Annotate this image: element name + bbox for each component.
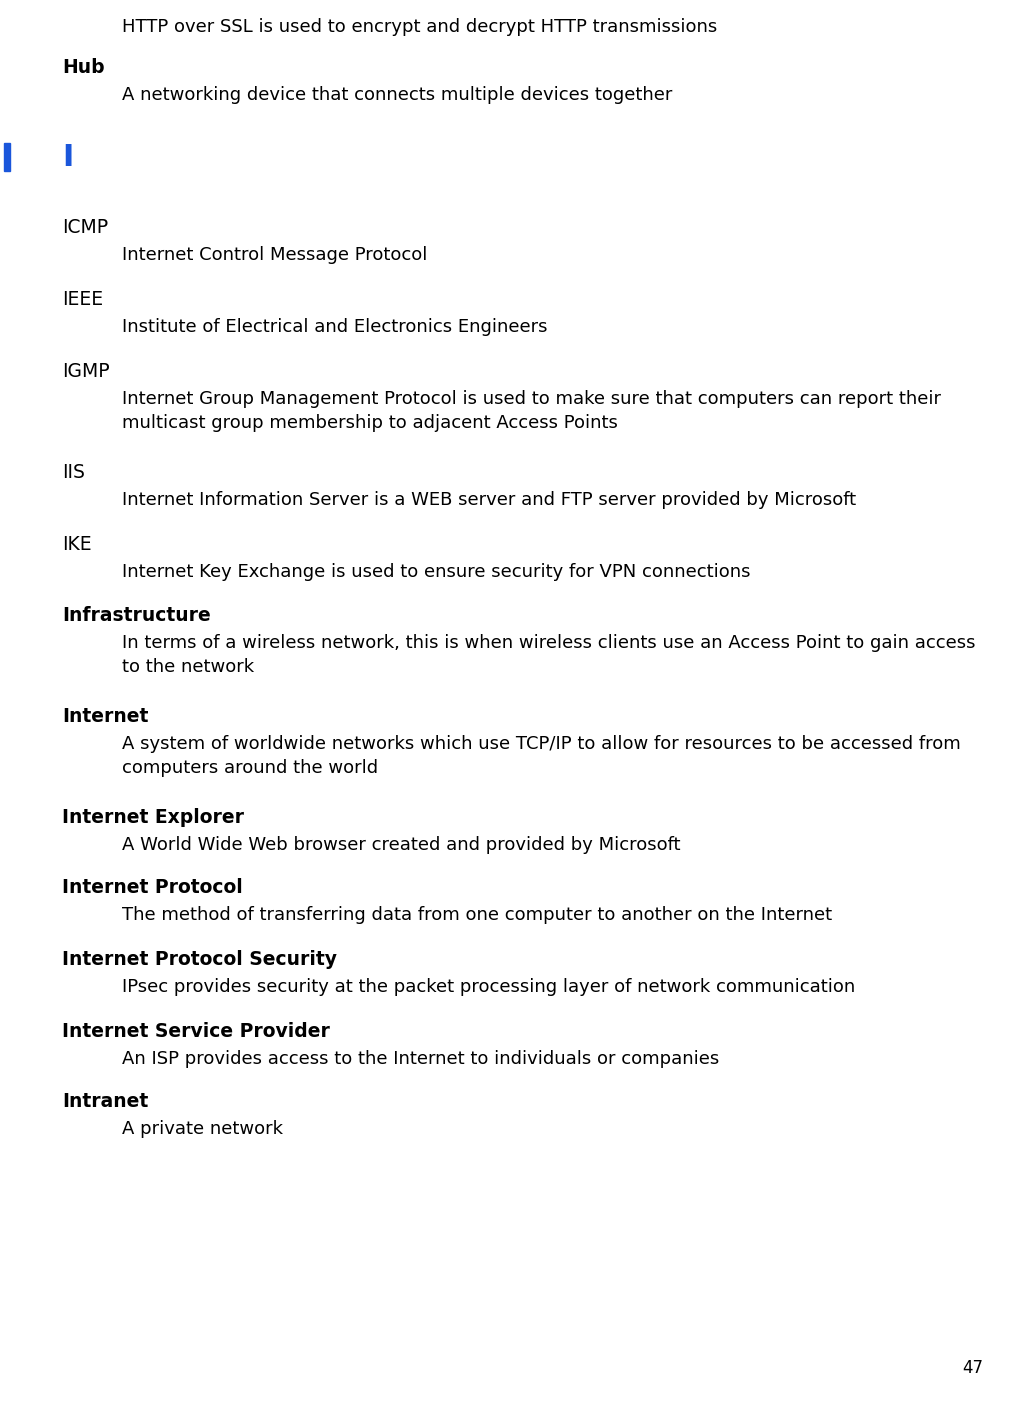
Text: The method of transferring data from one computer to another on the Internet: The method of transferring data from one… [122,906,832,924]
Text: A World Wide Web browser created and provided by Microsoft: A World Wide Web browser created and pro… [122,836,680,854]
Text: A networking device that connects multiple devices together: A networking device that connects multip… [122,86,672,104]
Text: A system of worldwide networks which use TCP/IP to allow for resources to be acc: A system of worldwide networks which use… [122,735,961,777]
Text: In terms of a wireless network, this is when wireless clients use an Access Poin: In terms of a wireless network, this is … [122,634,976,676]
Text: Infrastructure: Infrastructure [62,606,211,625]
Text: Internet Control Message Protocol: Internet Control Message Protocol [122,245,428,264]
Text: I: I [62,143,74,172]
Bar [4,143,10,171]
Text: Internet Explorer: Internet Explorer [62,808,244,827]
Text: Intranet: Intranet [62,1092,148,1110]
Text: A private network: A private network [122,1120,283,1138]
Text: IPsec provides security at the packet processing layer of network communication: IPsec provides security at the packet pr… [122,979,855,995]
Text: IGMP: IGMP [62,362,109,381]
Text: 47: 47 [962,1359,983,1377]
Text: Hub: Hub [62,57,104,77]
Text: ICMP: ICMP [62,217,108,237]
Text: Institute of Electrical and Electronics Engineers: Institute of Electrical and Electronics … [122,318,547,336]
Text: IKE: IKE [62,536,92,554]
Text: HTTP over SSL is used to encrypt and decrypt HTTP transmissions: HTTP over SSL is used to encrypt and dec… [122,18,717,36]
Text: IEEE: IEEE [62,290,103,308]
Text: Internet: Internet [62,707,148,726]
Text: Internet Key Exchange is used to ensure security for VPN connections: Internet Key Exchange is used to ensure … [122,564,751,580]
Text: Internet Protocol: Internet Protocol [62,878,242,897]
Text: An ISP provides access to the Internet to individuals or companies: An ISP provides access to the Internet t… [122,1050,719,1068]
Text: Internet Protocol Security: Internet Protocol Security [62,951,337,969]
Text: Internet Service Provider: Internet Service Provider [62,1022,329,1042]
Text: IIS: IIS [62,463,85,482]
Text: Internet Information Server is a WEB server and FTP server provided by Microsoft: Internet Information Server is a WEB ser… [122,491,856,509]
Text: Internet Group Management Protocol is used to make sure that computers can repor: Internet Group Management Protocol is us… [122,390,941,432]
